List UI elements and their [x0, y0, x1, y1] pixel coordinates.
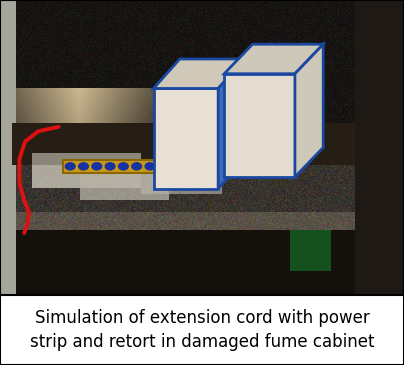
Circle shape	[65, 163, 75, 170]
Polygon shape	[224, 74, 295, 177]
Circle shape	[92, 163, 102, 170]
Circle shape	[79, 163, 88, 170]
Circle shape	[132, 163, 141, 170]
Polygon shape	[224, 44, 323, 74]
Circle shape	[118, 163, 128, 170]
Polygon shape	[295, 44, 323, 177]
Circle shape	[105, 163, 115, 170]
Text: Simulation of extension cord with power
strip and retort in damaged fume cabinet: Simulation of extension cord with power …	[30, 309, 374, 351]
Bar	[63, 160, 158, 173]
Circle shape	[145, 163, 155, 170]
Polygon shape	[218, 59, 244, 189]
Polygon shape	[154, 59, 244, 88]
Polygon shape	[154, 88, 218, 189]
